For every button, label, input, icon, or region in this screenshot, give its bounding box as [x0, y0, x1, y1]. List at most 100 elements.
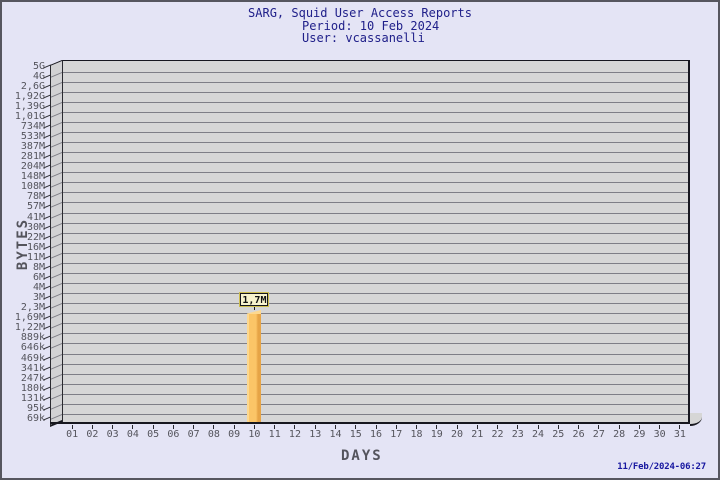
y-tick-label: 247k [20, 372, 45, 384]
y-tick-label: 16M [26, 241, 45, 253]
x-tick-label: 11 [268, 429, 281, 440]
chart-user-subtitle: User: vcassanelli [302, 31, 425, 45]
x-tick [91, 425, 93, 429]
x-tick [537, 425, 539, 429]
wall-grid-line [51, 222, 62, 229]
x-tick [213, 425, 215, 429]
x-tick [598, 425, 600, 429]
y-tick-label: 1,22M [14, 322, 45, 334]
y-tick-label: 41M [26, 211, 45, 223]
x-tick-label: 25 [552, 429, 565, 440]
x-tick [375, 425, 377, 429]
x-tick-label: 22 [491, 429, 504, 440]
x-tick [659, 425, 661, 429]
x-tick [476, 425, 478, 429]
x-tick-label: 02 [86, 429, 99, 440]
bar-value-label: 1,7M [240, 293, 269, 306]
wall-grid-line [51, 101, 62, 108]
grid-line [63, 222, 688, 224]
x-tick [172, 425, 174, 429]
grid-line [63, 373, 688, 375]
x-tick [112, 425, 114, 429]
y-tick-label: 1,39G [14, 100, 45, 112]
x-tick-label: 05 [147, 429, 160, 440]
y-tick-label: 11M [26, 251, 45, 263]
y-tick-label: 131k [20, 392, 45, 404]
wall-grid-line [51, 111, 62, 118]
grid-line [63, 413, 688, 415]
wall-grid-line [51, 182, 62, 188]
y-tick-label: 5G [32, 60, 45, 72]
grid-line [63, 323, 688, 325]
y-tick-label: 3M [32, 292, 45, 304]
x-tick [193, 425, 195, 429]
grid-line [63, 121, 688, 123]
wall-grid-line [51, 283, 62, 289]
wall-grid-line [51, 333, 62, 339]
x-tick [497, 425, 499, 429]
grid-line [63, 142, 688, 144]
x-tick-label: 28 [613, 429, 626, 440]
x-tick-label: 19 [430, 429, 443, 440]
y-tick-label: 533M [20, 130, 45, 142]
grid-line [63, 313, 688, 315]
y-tick-label: 1,69M [14, 312, 45, 324]
x-tick [416, 425, 418, 429]
grid-line [63, 403, 688, 405]
wall-grid-line [51, 373, 62, 380]
grid-line [63, 111, 688, 113]
y-tick-label: 57M [26, 201, 45, 213]
chart-title: SARG, Squid User Access Reports [248, 6, 472, 20]
wall-grid-line [51, 131, 62, 138]
grid-line [63, 242, 688, 244]
grid-line [63, 152, 688, 154]
data-bar [247, 314, 262, 422]
wall-grid-line [51, 192, 62, 198]
wall-grid-line [51, 232, 62, 239]
x-tick-label: 17 [390, 429, 403, 440]
y-tick-label: 204M [20, 161, 45, 173]
wall-grid-line [51, 303, 62, 309]
x-tick-label: 07 [187, 429, 200, 440]
chart-period-subtitle: Period: 10 Feb 2024 [302, 19, 440, 33]
grid-line [63, 283, 688, 285]
y-tick-label: 734M [20, 120, 45, 132]
x-tick-label: 26 [572, 429, 585, 440]
x-tick [517, 425, 519, 429]
x-tick-label: 14 [329, 429, 342, 440]
x-tick [233, 425, 235, 429]
generated-timestamp: 11/Feb/2024-06:27 [617, 462, 706, 472]
grid-line [63, 353, 688, 355]
wall-grid-line [51, 212, 62, 219]
y-tick-label: 889k [20, 332, 45, 344]
grid-line [63, 272, 688, 274]
wall-grid-line [51, 242, 62, 249]
x-tick [638, 425, 640, 429]
wall-grid-line [51, 142, 62, 148]
grid-line [63, 131, 688, 133]
grid-line [63, 101, 688, 103]
x-tick-label: 16 [369, 429, 383, 440]
y-tick-label: 30M [26, 221, 45, 233]
wall-grid-line [51, 403, 62, 410]
wall-grid-line [51, 81, 62, 88]
y-tick-label: 8M [32, 261, 45, 273]
x-tick [618, 425, 620, 429]
wall-grid-line [51, 262, 62, 269]
grid-line [63, 162, 688, 164]
x-axis-title: DAYS [341, 448, 383, 464]
x-tick-label: 15 [349, 429, 362, 440]
x-tick-label: 12 [288, 429, 301, 440]
x-tick-label: 30 [653, 429, 666, 440]
grid-line [63, 81, 688, 83]
x-tick-label: 24 [532, 429, 545, 440]
y-axis-3d-wall [50, 60, 62, 427]
wall-grid-line [51, 323, 62, 329]
wall-grid-line [51, 121, 62, 128]
x-tick [679, 425, 681, 429]
grid-line [63, 333, 688, 335]
y-tick-label: 148M [20, 171, 45, 183]
x-tick [152, 425, 154, 429]
y-tick-label: 1,01G [14, 110, 45, 122]
x-tick-label: 10 [248, 429, 261, 440]
